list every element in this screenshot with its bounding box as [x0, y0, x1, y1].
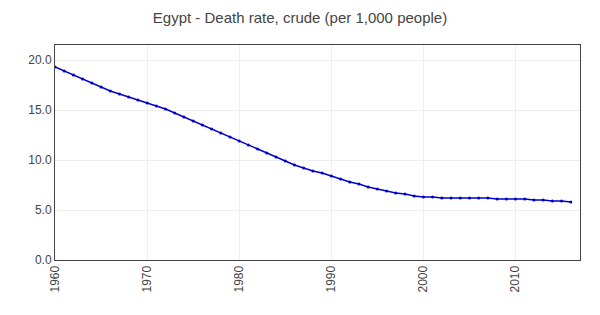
svg-text:15.0: 15.0 [28, 103, 52, 117]
svg-text:2010: 2010 [508, 265, 522, 292]
svg-text:20.0: 20.0 [28, 53, 52, 67]
svg-text:10.0: 10.0 [28, 153, 52, 167]
svg-text:1960: 1960 [48, 265, 62, 292]
svg-text:1990: 1990 [324, 265, 338, 292]
svg-text:1980: 1980 [232, 265, 246, 292]
svg-text:1970: 1970 [140, 265, 154, 292]
svg-text:5.0: 5.0 [35, 203, 52, 217]
svg-text:0.0: 0.0 [35, 253, 52, 267]
svg-text:Egypt - Death rate, crude (per: Egypt - Death rate, crude (per 1,000 peo… [153, 9, 447, 26]
svg-text:2000: 2000 [416, 265, 430, 292]
